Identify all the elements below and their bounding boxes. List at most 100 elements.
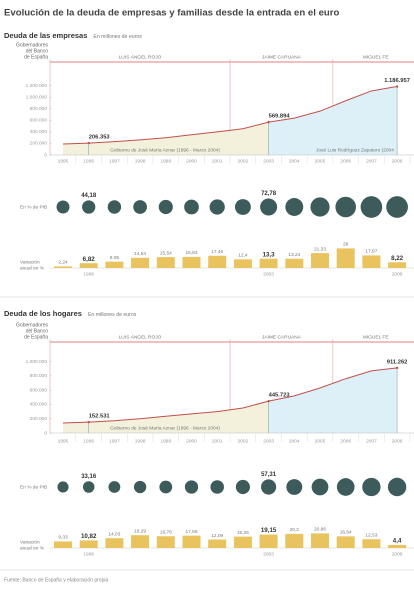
- bar: [259, 258, 278, 268]
- bar-label: 18,29: [134, 528, 146, 534]
- row-label: Variación: [20, 539, 40, 545]
- x-tick-label: 1996: [83, 158, 94, 164]
- value-label: 911.262: [387, 359, 408, 365]
- debt-line: [62, 86, 398, 145]
- bubble: [210, 480, 224, 494]
- row-label: En % de PIB: [20, 484, 47, 490]
- governor-name: LUIS ÁNGEL ROJO: [119, 53, 162, 60]
- bar: [388, 544, 407, 548]
- bar-label: 13,3: [263, 251, 276, 258]
- x-tick-label: 2002: [238, 158, 249, 164]
- y-tick-label: 1.200.000: [26, 83, 48, 89]
- x-tick-label: 1998: [135, 158, 146, 164]
- row-label: En % de PIB: [20, 204, 47, 210]
- bar-label: 4,4: [393, 538, 402, 545]
- bubble-label: 57,31: [261, 472, 277, 478]
- bar-label: 16,64: [340, 530, 352, 536]
- y-tick-label: 800.000: [30, 106, 48, 112]
- bubble: [108, 481, 121, 493]
- bar: [233, 536, 252, 548]
- bubble: [260, 198, 278, 216]
- bar: [131, 535, 150, 548]
- bar-label: 2,24: [58, 260, 68, 266]
- bubble: [57, 481, 69, 493]
- bar: [259, 534, 278, 548]
- bar: [336, 536, 355, 548]
- bar: [208, 539, 227, 548]
- governors-label: Gobernadores: [16, 322, 48, 328]
- bar: [54, 266, 72, 268]
- bubble: [386, 196, 408, 218]
- bar: [131, 257, 150, 268]
- bar-label: 15,54: [160, 250, 172, 256]
- x-tick-label: 1999: [160, 438, 171, 444]
- governors-label: de España: [24, 334, 48, 340]
- x-tick-label: 1998: [135, 438, 146, 444]
- bubble: [311, 478, 329, 496]
- bubble: [184, 480, 199, 494]
- x-tick-label: 2000: [186, 158, 197, 164]
- bubble: [285, 198, 304, 216]
- bar: [233, 259, 252, 268]
- y-tick-label: 200.000: [30, 141, 48, 147]
- governors-label: Gobernadores: [16, 42, 48, 48]
- governors-label: del Banco: [26, 328, 48, 334]
- value-label: 206.353: [89, 135, 111, 141]
- x-tick-label: 2001: [212, 438, 223, 444]
- annotation: Gobierno de José María Aznar (1996 - Mar…: [110, 425, 220, 431]
- bubble: [82, 200, 96, 214]
- y-tick-label: 800.000: [30, 373, 48, 379]
- x-tick-label: 2000: [186, 438, 197, 444]
- bar-label: 12,09: [211, 533, 223, 539]
- bar-label: 20,86: [314, 527, 326, 533]
- bar-year-label: 2003: [263, 271, 274, 277]
- section-title: Deuda de los hogares: [4, 309, 82, 318]
- page-title: Evolución de la deuda de empresas y fami…: [4, 8, 340, 19]
- y-tick-label: 400.000: [30, 402, 48, 408]
- section-subtitle: En millones de euros: [93, 34, 142, 40]
- bar-year-label: 2003: [263, 551, 274, 557]
- x-tick-label: 2003: [263, 438, 274, 444]
- x-tick-label: 2005: [315, 438, 326, 444]
- bar-label: 9,33: [58, 535, 68, 541]
- x-tick-label: 1996: [83, 438, 94, 444]
- value-dot: [267, 399, 270, 403]
- governor-name: LUIS ÁNGEL ROJO: [119, 333, 162, 340]
- bar: [79, 263, 98, 268]
- debt-line: [62, 367, 398, 424]
- bar-label: 17,97: [365, 249, 377, 255]
- bar: [182, 256, 201, 268]
- bar: [54, 541, 72, 548]
- section-subtitle: En millones de euros: [88, 312, 137, 318]
- y-tick-label: 0: [44, 430, 47, 436]
- bubble: [362, 477, 381, 497]
- bubble: [82, 481, 95, 493]
- bar-label: 12,4: [238, 253, 248, 259]
- x-tick-label: 1997: [109, 158, 120, 164]
- bar: [79, 540, 98, 548]
- bar-year-label: 2008: [392, 551, 403, 557]
- bubble: [310, 197, 330, 217]
- governors-label: del Banco: [26, 48, 48, 54]
- area-fill: [268, 367, 398, 433]
- row-label: anual en %: [20, 545, 45, 551]
- value-dot: [395, 366, 399, 370]
- governor-name: JAIME CARUANA: [262, 54, 302, 60]
- y-tick-label: 400.000: [30, 129, 48, 135]
- bubble: [133, 200, 147, 214]
- bubble: [159, 480, 173, 494]
- x-tick-label: 1997: [109, 438, 120, 444]
- x-tick-label: 2004: [289, 158, 300, 164]
- bar-label: 12,53: [365, 532, 377, 538]
- x-tick-label: 2001: [212, 158, 223, 164]
- bar: [362, 539, 381, 548]
- bubble: [286, 479, 303, 495]
- x-tick-label: 2007: [366, 158, 377, 164]
- bubble: [336, 478, 355, 496]
- x-tick-label: 2003: [263, 158, 274, 164]
- bubble: [184, 199, 199, 215]
- annotation: Gobierno de José María Aznar (1996 - Mar…: [110, 147, 220, 153]
- y-tick-label: 1.000.000: [26, 95, 48, 101]
- row-label: anual en %: [20, 265, 45, 271]
- area-fill: [63, 122, 269, 155]
